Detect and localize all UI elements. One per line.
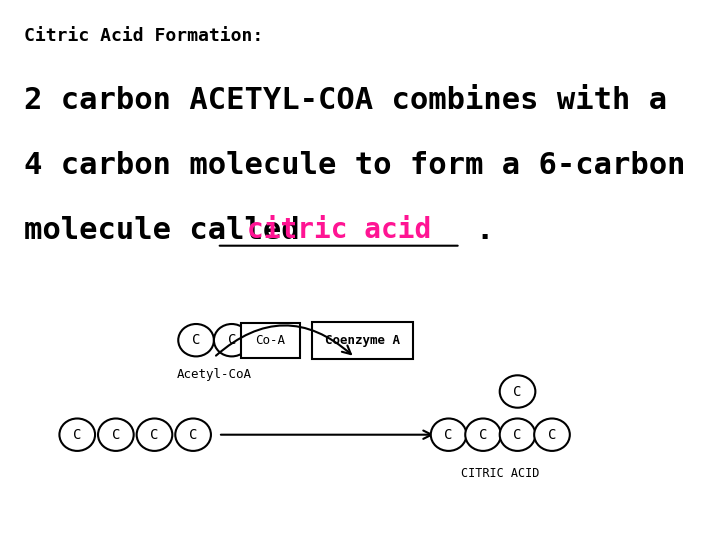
Text: Acetyl-CoA: Acetyl-CoA [176,368,251,381]
Text: 2 carbon ACETYL-COA combines with a: 2 carbon ACETYL-COA combines with a [24,86,667,116]
Circle shape [431,418,467,451]
Text: CITRIC ACID: CITRIC ACID [461,467,539,480]
Text: C: C [73,428,81,442]
Text: C: C [513,428,522,442]
FancyArrowPatch shape [216,326,351,356]
Text: C: C [548,428,556,442]
Circle shape [214,324,250,356]
Text: C: C [444,428,453,442]
Text: Citric Acid Formation:: Citric Acid Formation: [24,27,263,45]
Text: C: C [479,428,487,442]
FancyBboxPatch shape [312,322,413,359]
Circle shape [137,418,172,451]
Text: C: C [228,333,236,347]
Circle shape [500,418,536,451]
Text: 4 carbon molecule to form a 6-carbon: 4 carbon molecule to form a 6-carbon [24,151,685,180]
Text: Coenzyme A: Coenzyme A [325,334,400,347]
Text: .: . [475,216,494,245]
Circle shape [534,418,570,451]
Text: C: C [150,428,158,442]
Text: Co-A: Co-A [256,334,285,347]
Text: citric acid: citric acid [246,216,431,244]
Circle shape [60,418,95,451]
Text: C: C [112,428,120,442]
Text: molecule called: molecule called [24,216,318,245]
Circle shape [179,324,214,356]
Circle shape [500,375,536,408]
FancyBboxPatch shape [240,322,300,358]
Text: C: C [192,333,200,347]
Text: C: C [189,428,197,442]
Circle shape [175,418,211,451]
Circle shape [465,418,501,451]
Text: C: C [513,384,522,399]
Circle shape [98,418,134,451]
